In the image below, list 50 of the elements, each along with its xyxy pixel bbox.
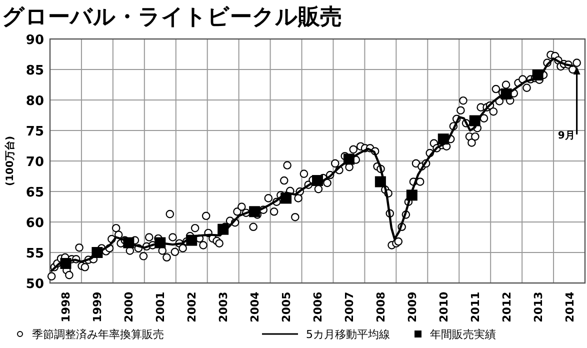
point <box>123 237 134 248</box>
y-axis-title: (100万台) <box>4 136 16 186</box>
x-tick-label: 2010 <box>437 291 450 322</box>
x-tick-label: 2001 <box>154 292 168 322</box>
x-tick-label: 2007 <box>342 292 356 322</box>
y-tick-label: 85 <box>26 64 44 78</box>
point <box>60 258 72 269</box>
point <box>249 206 260 218</box>
x-tick-label: 2004 <box>248 291 262 322</box>
x-tick-label: 2002 <box>186 292 199 322</box>
chart-title: グローバル・ライトビークル販売 <box>2 5 342 30</box>
point <box>312 175 323 186</box>
legend-label: 5カ月移動平均線 <box>306 328 390 341</box>
y-tick-label: 55 <box>26 246 44 262</box>
annotation: 9月 <box>558 130 575 142</box>
x-tick-label: 2013 <box>532 292 545 322</box>
point <box>92 247 103 258</box>
x-tick-label: 2009 <box>406 292 419 322</box>
legend-item: 年間販売実績 <box>414 328 496 341</box>
y-tick-label: 90 <box>26 33 44 48</box>
x-tick-label: 2014 <box>563 291 576 322</box>
x-tick-label: 2006 <box>312 291 324 322</box>
point <box>280 192 292 204</box>
point <box>186 234 198 246</box>
legend-item: 季節調整済み年率換算販売 <box>17 328 164 341</box>
y-tick-label: 65 <box>26 186 44 200</box>
y-tick-label: 60 <box>26 216 44 231</box>
point <box>438 134 449 145</box>
x-tick-label: 2012 <box>500 292 514 322</box>
x-tick-label: 2005 <box>280 292 294 322</box>
point <box>218 224 229 235</box>
y-tick-label: 50 <box>26 277 44 292</box>
point <box>406 190 418 201</box>
point <box>469 115 480 126</box>
legend-item: 5カ月移動平均線 <box>262 328 390 341</box>
point <box>532 69 544 80</box>
x-tick-label: 2003 <box>217 292 230 322</box>
x-tick-label: 2000 <box>122 291 136 322</box>
x-tick-label: 2008 <box>374 292 388 322</box>
point <box>500 88 512 100</box>
point <box>343 154 354 165</box>
y-tick-label: 70 <box>26 155 44 170</box>
y-tick-label: 80 <box>26 94 44 109</box>
legend-label: 年間販売実績 <box>430 328 496 341</box>
x-tick-label: 1999 <box>91 292 104 322</box>
point <box>374 176 386 188</box>
x-tick-label: 1998 <box>60 292 73 322</box>
x-tick-label: 2011 <box>468 292 482 322</box>
y-tick-label: 75 <box>26 124 44 140</box>
point <box>154 237 166 248</box>
